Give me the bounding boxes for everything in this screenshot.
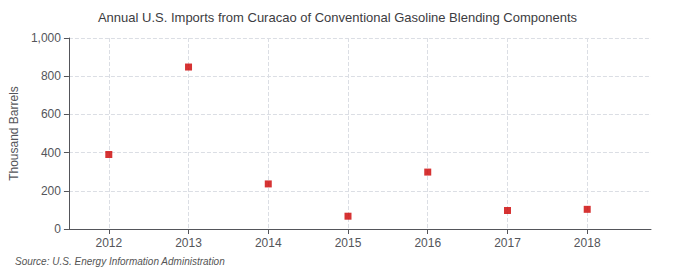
svg-text:2015: 2015 [335,236,362,250]
svg-text:2018: 2018 [574,236,601,250]
svg-text:2012: 2012 [95,236,122,250]
svg-text:Thousand Barrels: Thousand Barrels [7,86,21,181]
svg-text:0: 0 [54,222,61,236]
svg-text:1,000: 1,000 [31,31,61,45]
svg-text:400: 400 [41,146,61,160]
svg-text:Annual U.S. Imports from Curac: Annual U.S. Imports from Curacao of Conv… [98,10,578,25]
svg-text:2017: 2017 [494,236,521,250]
svg-text:2016: 2016 [414,236,441,250]
svg-text:800: 800 [41,69,61,83]
svg-text:600: 600 [41,107,61,121]
svg-text:2013: 2013 [175,236,202,250]
svg-text:2014: 2014 [255,236,282,250]
svg-text:Source: U.S. Energy Informatio: Source: U.S. Energy Information Administ… [15,256,225,267]
svg-text:200: 200 [41,184,61,198]
